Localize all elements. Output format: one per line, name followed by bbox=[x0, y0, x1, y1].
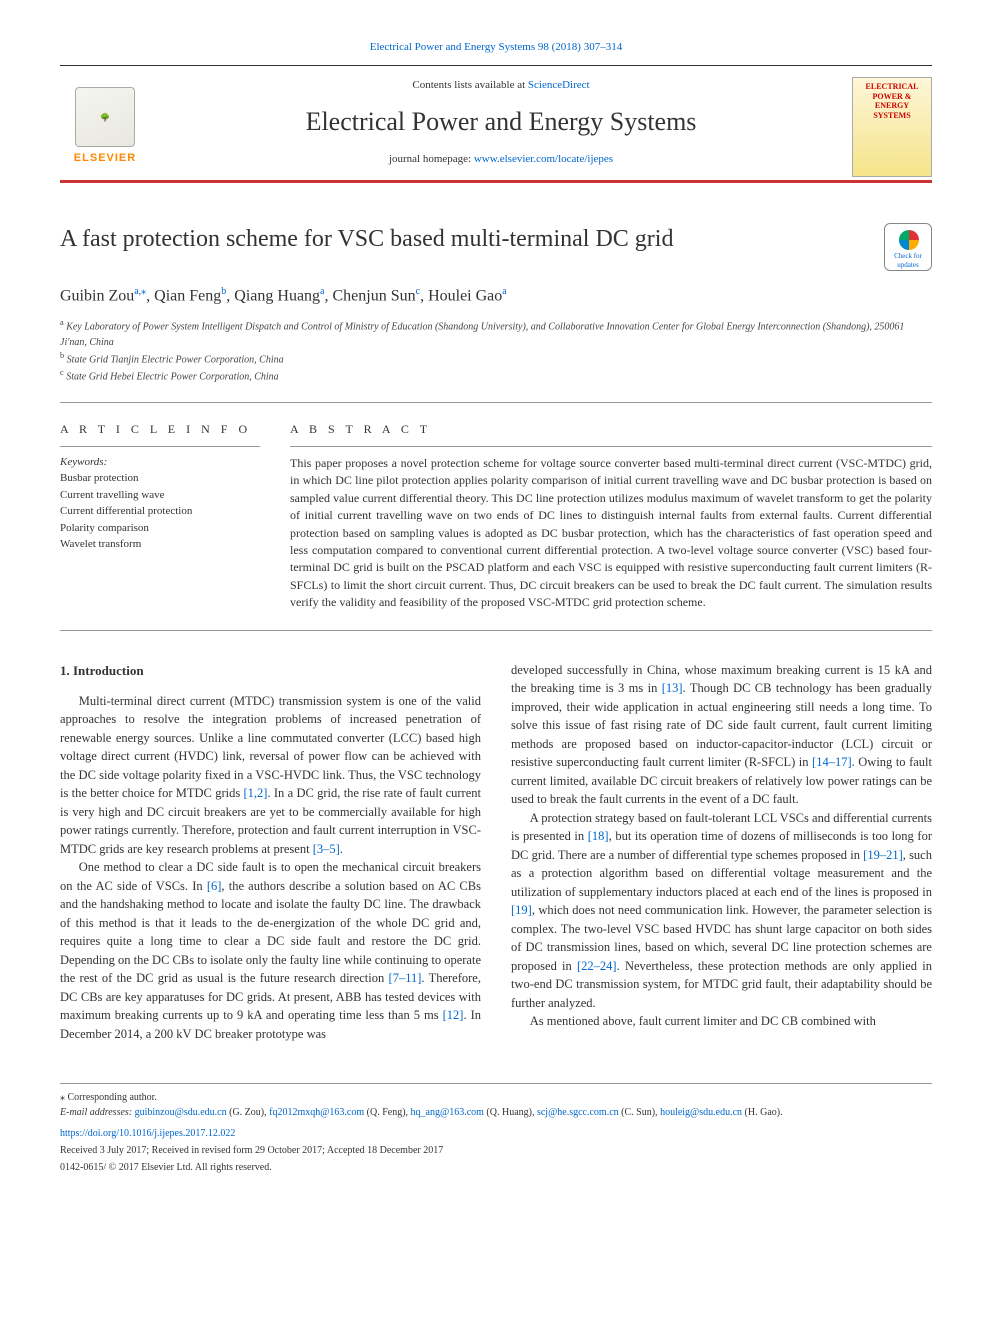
corresponding-author: ⁎ Corresponding author. bbox=[60, 1090, 932, 1105]
author-3: , Qiang Huang bbox=[226, 287, 320, 304]
article-info-col: A R T I C L E I N F O Keywords: Busbar p… bbox=[60, 421, 260, 611]
affiliation-b: State Grid Tianjin Electric Power Corpor… bbox=[67, 354, 284, 365]
keyword: Wavelet transform bbox=[60, 536, 260, 553]
journal-cover-thumb: ELECTRICAL POWER & ENERGY SYSTEMS bbox=[852, 77, 932, 177]
citation-link[interactable]: [18] bbox=[588, 829, 609, 843]
email-who: (Q. Feng), bbox=[364, 1107, 410, 1118]
body-text: . bbox=[340, 842, 343, 856]
citation-link[interactable]: [7–11] bbox=[389, 971, 422, 985]
elsevier-tree-icon: 🌳 bbox=[75, 87, 135, 147]
sciencedirect-link[interactable]: ScienceDirect bbox=[528, 79, 590, 91]
top-citation-link[interactable]: Electrical Power and Energy Systems 98 (… bbox=[370, 41, 622, 53]
citation-link[interactable]: [3–5] bbox=[313, 842, 340, 856]
affiliation-c: State Grid Hebei Electric Power Corporat… bbox=[66, 371, 278, 382]
citation-link[interactable]: [19–21] bbox=[863, 848, 903, 862]
email-link[interactable]: guibinzou@sdu.edu.cn bbox=[135, 1107, 227, 1118]
body-text: As mentioned above, fault current limite… bbox=[530, 1014, 876, 1028]
keyword: Busbar protection bbox=[60, 470, 260, 487]
email-label: E-mail addresses: bbox=[60, 1107, 135, 1118]
affiliation-a: Key Laboratory of Power System Intellige… bbox=[60, 322, 904, 348]
affil-sup: a bbox=[502, 286, 506, 297]
check-updates-badge[interactable]: Check for updates bbox=[884, 223, 932, 271]
email-who: (H. Gao). bbox=[742, 1107, 783, 1118]
citation-link[interactable]: [13] bbox=[662, 681, 683, 695]
citation-link[interactable]: [14–17] bbox=[812, 755, 852, 769]
journal-header: 🌳 ELSEVIER Contents lists available at S… bbox=[60, 65, 932, 182]
article-info-heading: A R T I C L E I N F O bbox=[60, 421, 260, 438]
contents-line: Contents lists available at ScienceDirec… bbox=[172, 78, 830, 93]
abstract-col: A B S T R A C T This paper proposes a no… bbox=[290, 421, 932, 611]
body-col-left: 1. Introduction Multi-terminal direct cu… bbox=[60, 661, 481, 1044]
citation-link[interactable]: [1,2] bbox=[244, 786, 268, 800]
keyword: Polarity comparison bbox=[60, 520, 260, 537]
citation-link[interactable]: [6] bbox=[207, 879, 222, 893]
article-title: A fast protection scheme for VSC based m… bbox=[60, 223, 884, 257]
email-who: (G. Zou), bbox=[227, 1107, 270, 1118]
publisher-logo: 🌳 ELSEVIER bbox=[60, 77, 150, 177]
doi-link[interactable]: https://doi.org/10.1016/j.ijepes.2017.12… bbox=[60, 1128, 235, 1139]
body-text: , the authors describe a solution based … bbox=[60, 879, 481, 986]
email-who: (Q. Huang), bbox=[484, 1107, 537, 1118]
email-link[interactable]: scj@he.sgcc.com.cn bbox=[537, 1107, 619, 1118]
section-heading: 1. Introduction bbox=[60, 661, 481, 680]
author-4: , Chenjun Sun bbox=[325, 287, 416, 304]
abstract-text: This paper proposes a novel protection s… bbox=[290, 455, 932, 612]
publisher-name: ELSEVIER bbox=[74, 151, 136, 166]
footnotes: ⁎ Corresponding author. E-mail addresses… bbox=[60, 1083, 932, 1175]
citation-link[interactable]: [22–24] bbox=[577, 959, 617, 973]
journal-name: Electrical Power and Energy Systems bbox=[172, 104, 830, 140]
homepage-link[interactable]: www.elsevier.com/locate/ijepes bbox=[474, 153, 613, 165]
body-col-right: developed successfully in China, whose m… bbox=[511, 661, 932, 1044]
contents-prefix: Contents lists available at bbox=[412, 79, 527, 91]
citation-link[interactable]: [12] bbox=[443, 1008, 464, 1022]
email-line: E-mail addresses: guibinzou@sdu.edu.cn (… bbox=[60, 1105, 932, 1120]
received-line: Received 3 July 2017; Received in revise… bbox=[60, 1143, 932, 1158]
body-text: Multi-terminal direct current (MTDC) tra… bbox=[60, 694, 481, 801]
affiliations: a Key Laboratory of Power System Intelli… bbox=[60, 317, 932, 384]
abstract-heading: A B S T R A C T bbox=[290, 421, 932, 438]
keyword: Current travelling wave bbox=[60, 487, 260, 504]
homepage-prefix: journal homepage: bbox=[389, 153, 474, 165]
keyword: Current differential protection bbox=[60, 503, 260, 520]
email-link[interactable]: hq_ang@163.com bbox=[411, 1107, 484, 1118]
email-link[interactable]: fq2012mxqh@163.com bbox=[269, 1107, 364, 1118]
keywords-label: Keywords: bbox=[60, 455, 260, 470]
homepage-line: journal homepage: www.elsevier.com/locat… bbox=[172, 152, 830, 167]
divider bbox=[60, 402, 932, 403]
author-5: , Houlei Gao bbox=[420, 287, 502, 304]
author-1: Guibin Zou bbox=[60, 287, 134, 304]
body-columns: 1. Introduction Multi-terminal direct cu… bbox=[60, 661, 932, 1044]
divider bbox=[60, 630, 932, 631]
email-link[interactable]: houleig@sdu.edu.cn bbox=[660, 1107, 742, 1118]
email-who: (C. Sun), bbox=[619, 1107, 660, 1118]
authors-line: Guibin Zoua,⁎, Qian Fengb, Qiang Huanga,… bbox=[60, 285, 932, 308]
top-citation: Electrical Power and Energy Systems 98 (… bbox=[60, 40, 932, 55]
author-2: , Qian Feng bbox=[146, 287, 221, 304]
copyright-line: 0142-0615/ © 2017 Elsevier Ltd. All righ… bbox=[60, 1160, 932, 1175]
citation-link[interactable]: [19] bbox=[511, 903, 532, 917]
